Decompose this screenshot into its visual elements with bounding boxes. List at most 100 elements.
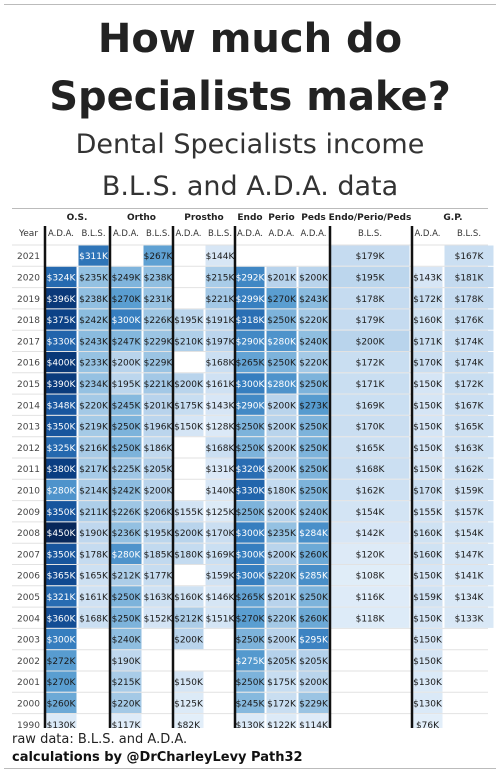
value-label: $235K — [267, 529, 297, 539]
value-label: $168K — [356, 465, 386, 475]
value-cell — [298, 522, 329, 543]
group-header: Prostho — [184, 213, 223, 223]
value-cell — [110, 373, 142, 394]
value-label: $174K — [455, 337, 485, 347]
value-label: $231K — [144, 295, 174, 305]
value-cell — [330, 330, 410, 351]
value-cell — [78, 501, 109, 522]
value-cell — [266, 288, 297, 309]
year-label: 2008 — [17, 529, 40, 539]
group-header: Endo — [237, 213, 262, 223]
value-label: $155K — [413, 508, 443, 518]
value-cell — [45, 373, 77, 394]
value-label: $174K — [455, 359, 485, 369]
value-label: $146K — [206, 593, 236, 603]
value-label: $221K — [206, 295, 236, 305]
value-cell — [45, 352, 77, 373]
value-cell — [205, 309, 235, 330]
value-cell — [266, 607, 297, 628]
value-label: $206K — [144, 508, 174, 518]
value-cell — [143, 309, 173, 330]
year-label: 2017 — [17, 337, 40, 347]
top-rule — [4, 4, 496, 5]
value-cell — [266, 479, 297, 501]
value-cell — [173, 543, 204, 564]
value-label: $265K — [236, 359, 266, 369]
value-cell — [298, 628, 329, 650]
value-label: $300K — [236, 380, 266, 390]
value-cell — [143, 266, 173, 288]
value-cell — [412, 692, 443, 714]
value-cell — [444, 565, 494, 586]
value-cell — [205, 266, 235, 288]
value-cell — [45, 650, 77, 671]
value-label: $162K — [356, 486, 386, 496]
value-cell — [205, 288, 235, 309]
value-label: $176K — [455, 316, 485, 326]
value-label: $150K — [413, 423, 443, 433]
value-label: $191K — [206, 316, 236, 326]
value-label: $141K — [455, 572, 485, 582]
value-cell — [298, 607, 329, 628]
value-label: $300K — [47, 636, 77, 646]
value-label: $243K — [79, 337, 109, 347]
value-label: $178K — [356, 295, 386, 305]
value-label: $152K — [144, 614, 174, 624]
value-cell — [235, 650, 265, 671]
value-label: $171K — [356, 380, 386, 390]
value-cell — [235, 458, 265, 479]
value-label: $130K — [413, 699, 443, 709]
value-cell — [330, 586, 410, 607]
value-cell — [235, 501, 265, 522]
value-label: $150K — [413, 380, 443, 390]
value-label: $250K — [267, 359, 297, 369]
value-cell — [235, 437, 265, 458]
value-label: $159K — [206, 572, 236, 582]
value-label: $165K — [79, 572, 109, 582]
value-cell — [205, 330, 235, 351]
value-cell — [412, 522, 443, 543]
value-label: $82K — [177, 721, 201, 728]
value-label: $179K — [356, 316, 386, 326]
value-cell — [143, 288, 173, 309]
value-label: $267K — [144, 252, 174, 262]
value-label: $250K — [112, 593, 142, 603]
value-label: $170K — [356, 423, 386, 433]
year-label: 2001 — [17, 678, 40, 688]
value-label: $201K — [144, 401, 174, 411]
value-cell — [45, 607, 77, 628]
value-label: $250K — [267, 316, 297, 326]
value-label: $178K — [455, 295, 485, 305]
value-cell — [110, 458, 142, 479]
value-cell — [235, 692, 265, 714]
value-label: $190K — [79, 529, 109, 539]
value-label: $205K — [144, 465, 174, 475]
value-label: $195K — [174, 316, 204, 326]
value-cell — [143, 543, 173, 564]
value-label: $200K — [112, 359, 142, 369]
value-cell — [235, 373, 265, 394]
value-label: $450K — [47, 529, 77, 539]
value-cell — [45, 565, 77, 586]
group-header: O.S. — [67, 213, 88, 223]
value-cell — [45, 309, 77, 330]
value-label: $212K — [174, 614, 204, 624]
value-cell — [78, 458, 109, 479]
value-cell — [330, 437, 410, 458]
value-cell — [173, 394, 204, 415]
value-cell — [298, 373, 329, 394]
source-column-header: A.D.A. — [415, 229, 441, 239]
value-label: $284K — [299, 529, 329, 539]
value-label: $160K — [413, 550, 443, 560]
value-label: $200K — [144, 486, 174, 496]
value-label: $200K — [299, 678, 329, 688]
value-cell — [205, 415, 235, 437]
value-cell — [110, 501, 142, 522]
value-label: $200K — [299, 273, 329, 283]
value-label: $300K — [236, 529, 266, 539]
value-label: $200K — [174, 380, 204, 390]
value-label: $219K — [79, 423, 109, 433]
value-label: $165K — [356, 444, 386, 454]
value-cell — [412, 586, 443, 607]
year-label: 2014 — [17, 401, 40, 411]
